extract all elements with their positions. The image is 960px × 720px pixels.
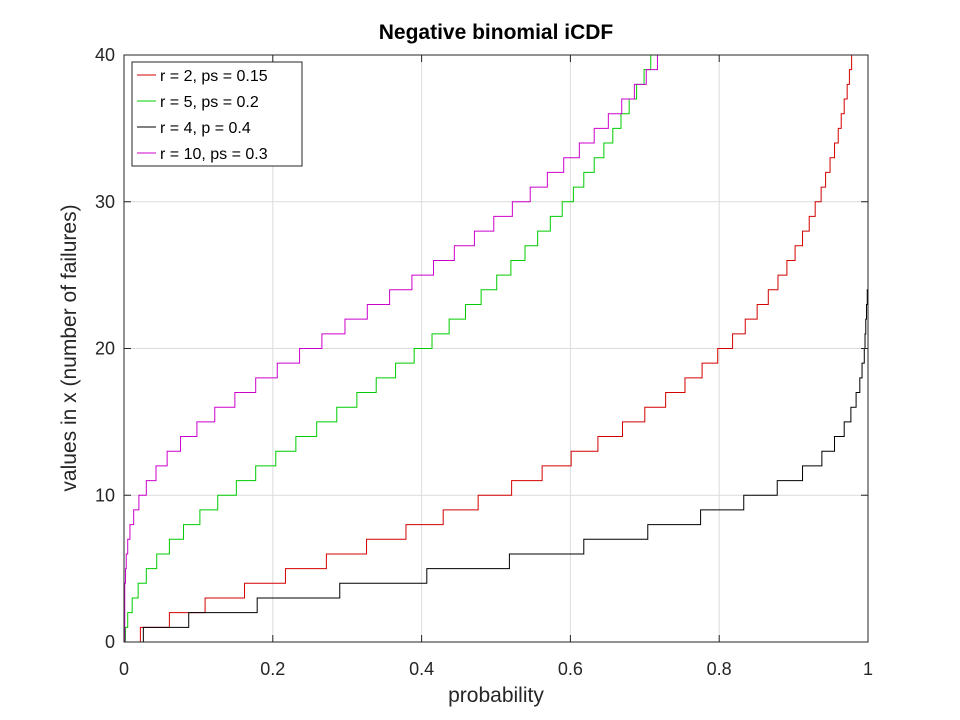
x-tick-labels: 0 0.2 0.4 0.6 0.8 1 [119, 659, 873, 679]
x-tick-label: 0.4 [409, 659, 434, 679]
legend-box [131, 61, 303, 167]
chart-title: Negative binomial iCDF [379, 21, 614, 44]
legend-label: r = 5, ps = 0.2 [160, 94, 259, 111]
y-tick-label: 20 [95, 339, 115, 359]
legend-label: r = 4, p = 0.4 [160, 120, 251, 137]
y-tick-label: 10 [95, 485, 115, 505]
y-tick-labels: 0 10 20 30 40 [95, 45, 115, 652]
x-tick-label: 0.6 [558, 659, 583, 679]
tick-layer [123, 54, 869, 643]
x-tick-label: 1 [863, 659, 873, 679]
series-line-4 [124, 55, 669, 642]
legend-label: r = 2, ps = 0.15 [160, 68, 268, 85]
y-tick-label: 40 [95, 45, 115, 65]
y-tick-label: 0 [105, 632, 115, 652]
legend-label: r = 10, ps = 0.3 [160, 146, 268, 163]
legend: r = 2, ps = 0.15 r = 5, ps = 0.2 r = 4, p … [131, 61, 303, 167]
y-axis-label: values in x (number of failures) [58, 204, 81, 491]
x-axis-label: probability [448, 684, 544, 707]
x-tick-label: 0 [119, 659, 129, 679]
series-line-2 [124, 55, 658, 642]
series-line-1 [124, 55, 855, 642]
x-tick-label: 0.2 [260, 659, 285, 679]
y-tick-label: 30 [95, 192, 115, 212]
x-tick-label: 0.8 [707, 659, 732, 679]
